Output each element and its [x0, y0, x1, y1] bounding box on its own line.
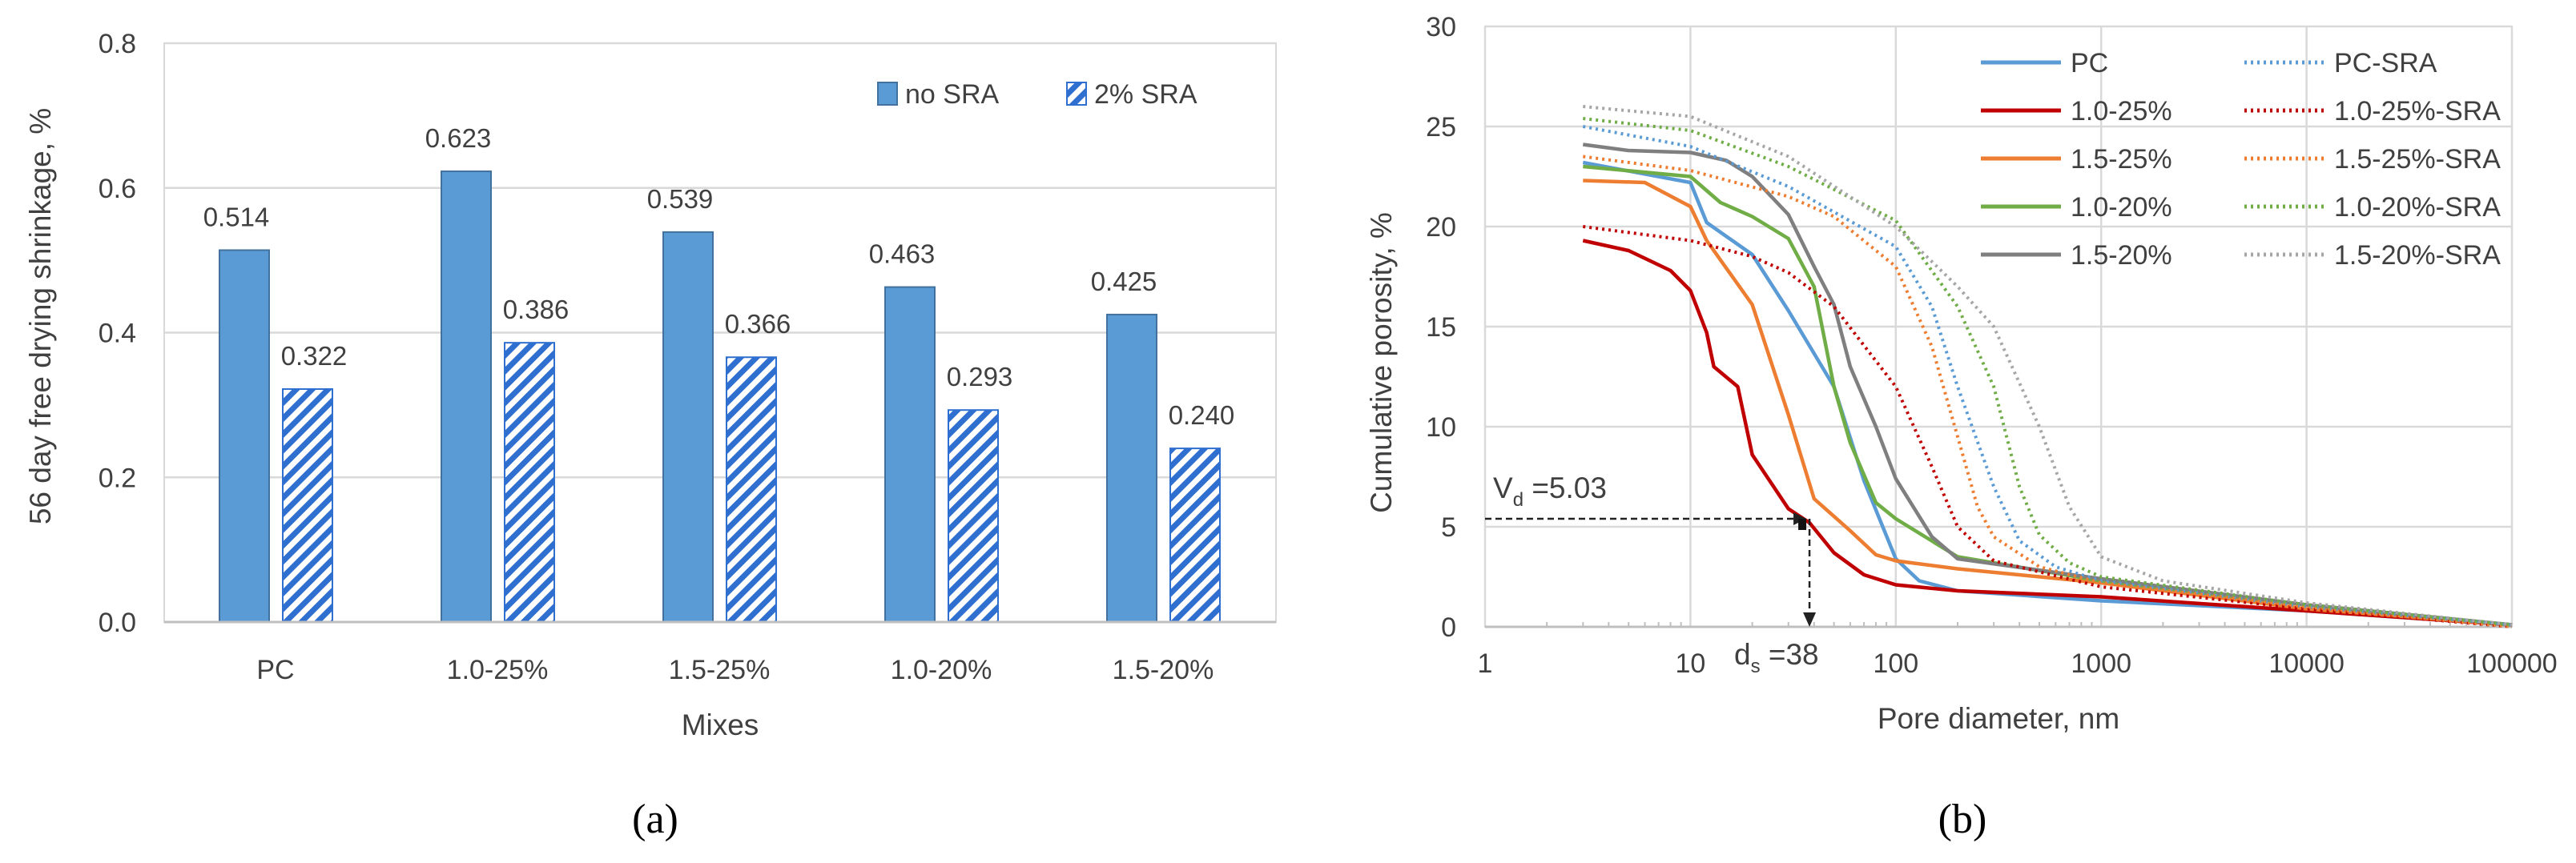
y-tick-label: 0.8	[99, 29, 136, 59]
x-axis-title: Pore diameter, nm	[1878, 702, 2119, 735]
bar-no-sra	[662, 231, 714, 623]
legend-label: 1.5-20%	[2071, 240, 2172, 271]
vd-annotation: Vd =5.03	[1493, 472, 1607, 511]
y-tick-label: 20	[1426, 212, 1456, 243]
x-tick-label: 1.5-20%	[1113, 655, 1214, 685]
shrinkage-bar-chart: 0.0 0.2 0.4 0.6 0.8 PC 1.0-25% 1.5-25% 1.0-20% 1.…	[24, 29, 1277, 842]
series-line-1-0-20-sra	[1583, 117, 2513, 627]
bar-2pct-sra	[948, 409, 999, 623]
x-tick-label: 1.0-25%	[447, 655, 549, 685]
bar-2pct-sra	[282, 387, 333, 623]
data-label: 0.623	[425, 123, 492, 153]
x-tick-label: 100000	[2466, 648, 2557, 679]
bar-no-sra	[1106, 313, 1157, 623]
x-tick-label: 10000	[2268, 648, 2345, 679]
legend-label: 1.0-20%-SRA	[2334, 192, 2501, 223]
ds-symbol: d	[1734, 638, 1751, 671]
data-label: 0.366	[725, 309, 791, 339]
data-label: 0.240	[1169, 400, 1235, 430]
legend-label: 1.0-25%	[2071, 96, 2172, 126]
ds-value: =38	[1761, 638, 1819, 671]
ds-subscript: s	[1751, 656, 1761, 677]
x-tick-label: 1000	[2071, 648, 2131, 679]
data-label: 0.293	[947, 362, 1013, 391]
y-tick-label: 25	[1426, 112, 1456, 142]
x-tick-label: 1	[1478, 648, 1493, 679]
x-axis-title: Mixes	[682, 708, 759, 741]
legend-label-no-sra: no SRA	[905, 79, 999, 110]
data-label: 0.322	[281, 341, 348, 371]
ds-annotation: ds =38	[1734, 638, 1819, 677]
x-tick-label: 100	[1873, 648, 1918, 679]
data-label: 0.386	[503, 295, 570, 324]
y-tick-label: 15	[1426, 312, 1456, 343]
y-axis-title: 56 day free drying shrinkage, %	[24, 108, 57, 524]
bar-no-sra	[884, 286, 936, 623]
ds-arrowhead-icon	[1803, 612, 1817, 627]
legend-label: PC-SRA	[2334, 48, 2437, 78]
legend-label: 1.5-25%-SRA	[2334, 144, 2501, 175]
y-tick-label: 0.6	[99, 174, 136, 204]
marker	[1798, 519, 1807, 530]
bar-no-sra	[441, 170, 492, 623]
caption-a: (a)	[632, 797, 678, 842]
x-tick-label: 1.0-20%	[891, 655, 992, 685]
legend-label: PC	[2071, 48, 2108, 78]
data-label: 0.514	[203, 202, 270, 231]
legend-label-2pct-sra: 2% SRA	[1094, 79, 1197, 110]
series-line-pc-sra	[1582, 125, 2513, 627]
y-tick-label: 0.4	[99, 319, 136, 349]
series-line-1-5-25-	[1583, 179, 2513, 627]
x-tick-label: PC	[256, 655, 294, 685]
legend-label: 1.5-25%	[2071, 144, 2172, 175]
series-line-pc	[1582, 160, 2513, 627]
bar-2pct-sra	[504, 342, 555, 623]
bar-2pct-sra	[1169, 448, 1221, 623]
y-tick-label: 5	[1441, 512, 1456, 543]
y-tick-label: 10	[1426, 412, 1456, 443]
vd-value: =5.03	[1523, 472, 1607, 504]
y-tick-label: 0	[1441, 612, 1456, 643]
y-tick-label: 0.0	[99, 608, 136, 638]
series-line-1-5-25-sra	[1583, 155, 2513, 628]
series-line-1-0-25-sra	[1583, 225, 2513, 628]
data-label: 0.425	[1091, 267, 1157, 296]
vd-subscript: d	[1513, 489, 1523, 511]
bar-2pct-sra	[726, 356, 777, 623]
legend-label: 1.0-25%-SRA	[2334, 96, 2501, 126]
legend-label: 1.0-20%	[2071, 192, 2172, 223]
data-label: 0.463	[869, 239, 936, 269]
y-tick-label: 30	[1426, 12, 1456, 42]
x-tick-label: 10	[1675, 648, 1705, 679]
y-axis-title: Cumulative porosity, %	[1365, 212, 1398, 513]
series-line-1-5-20-sra	[1583, 105, 2513, 627]
legend-label: 1.5-20%-SRA	[2334, 240, 2501, 271]
legend-swatch-no-sra	[877, 82, 898, 106]
x-tick-label: 1.5-25%	[669, 655, 771, 685]
porosity-line-chart: 0 5 10 15 20 25 30 1 10 100 1000 10000 100000 PC 1.0-2…	[1365, 12, 2558, 842]
data-label: 0.539	[647, 184, 714, 214]
series-line-1-0-25-	[1582, 239, 2513, 627]
y-tick-label: 0.2	[99, 463, 136, 493]
caption-b: (b)	[1938, 797, 1987, 842]
legend-swatch-2pct-sra	[1066, 82, 1087, 106]
bar-no-sra	[219, 249, 270, 623]
vd-symbol: V	[1493, 472, 1513, 504]
